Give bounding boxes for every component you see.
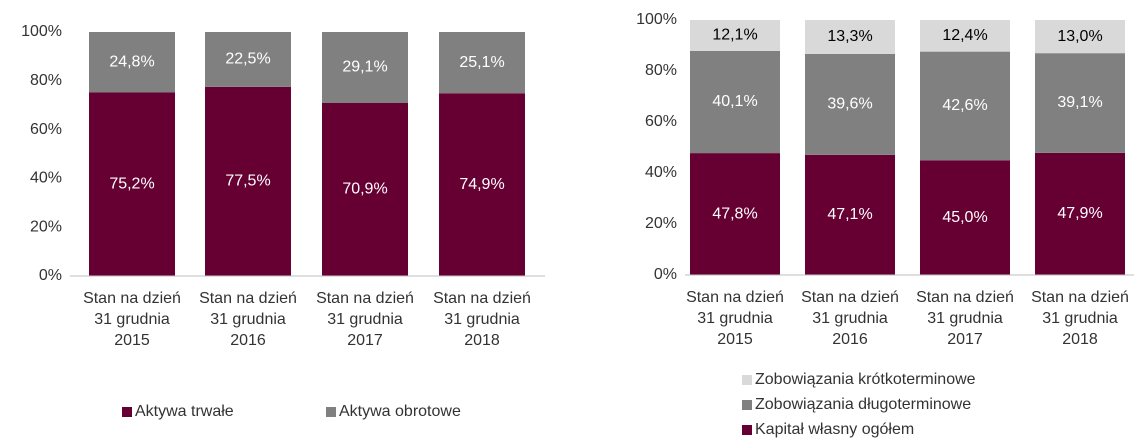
data-label: 47,1% [827,206,872,223]
y-tick-label: 20% [30,218,62,235]
data-label: 13,3% [827,28,872,45]
data-label: 22,5% [225,51,270,68]
legend-swatch [742,400,752,410]
bar-segment [205,86,291,277]
bar-segment [89,32,175,93]
bar-segment [1035,152,1125,275]
data-label: 77,5% [225,173,270,190]
data-label: 12,1% [712,27,757,44]
bar-segment [805,53,895,155]
bar-segment [690,20,780,51]
data-label: 47,8% [712,205,757,222]
x-tick-label: Stan na dzień 31 grudnia 2017 [916,289,1014,348]
bar-segment [805,20,895,54]
data-label: 74,9% [459,176,504,193]
bar-segment [439,32,525,94]
legend-label: Aktywa obrotowe [339,403,461,420]
data-label: 29,1% [342,59,387,76]
bar-segment [920,20,1010,52]
legend-swatch [326,407,336,417]
bar-segment [805,154,895,275]
x-tick-label: Stan na dzień 31 grudnia 2018 [433,290,531,349]
x-tick-label: Stan na dzień 31 grudnia 2015 [83,290,181,349]
data-label: 40,1% [712,93,757,110]
x-tick-label: Stan na dzień 31 grudnia 2018 [1031,289,1129,348]
x-tick-label: Stan na dzień 31 grudnia 2017 [316,290,414,349]
y-tick-label: 0% [654,266,677,283]
bar-segment [205,32,291,87]
data-label: 42,6% [942,97,987,114]
legend-swatch [742,425,752,435]
bar-segment [1035,20,1125,54]
y-tick-label: 100% [21,23,62,40]
legend-label: Zobowiązania długoterminowe [755,396,971,413]
bar-segment [322,32,408,104]
data-label: 45,0% [942,209,987,226]
legend-label: Aktywa trwałe [135,403,234,420]
y-tick-label: 20% [645,215,677,232]
x-tick-label: Stan na dzień 31 grudnia 2015 [686,289,784,348]
bar-segment [439,93,525,276]
x-tick-label: Stan na dzień 31 grudnia 2016 [801,289,899,348]
bar-segment [920,51,1010,161]
data-label: 13,0% [1057,28,1102,45]
data-label: 75,2% [109,175,154,192]
y-tick-label: 60% [30,121,62,138]
x-tick-label: Stan na dzień 31 grudnia 2016 [199,290,297,349]
y-tick-label: 80% [30,72,62,89]
legend-label: Zobowiązania krótkoterminowe [755,371,976,388]
bar-segment [690,153,780,275]
legend-swatch [742,375,752,385]
bar-segment [1035,53,1125,153]
bar-segment [690,50,780,154]
y-tick-label: 40% [645,164,677,181]
data-label: 25,1% [459,54,504,71]
data-label: 24,8% [109,53,154,70]
data-label: 47,9% [1057,205,1102,222]
data-label: 70,9% [342,181,387,198]
legend-label: Kapitał własny ogółem [755,421,914,438]
y-tick-label: 0% [39,267,62,284]
data-label: 39,6% [827,96,872,113]
bar-segment [89,92,175,277]
data-label: 39,1% [1057,94,1102,111]
legend-swatch [122,407,132,417]
bar-segment [920,160,1010,275]
data-label: 12,4% [942,27,987,44]
y-tick-label: 40% [30,170,62,187]
y-tick-label: 80% [645,62,677,79]
bar-segment [322,103,408,276]
y-tick-label: 100% [636,11,677,28]
y-tick-label: 60% [645,113,677,130]
